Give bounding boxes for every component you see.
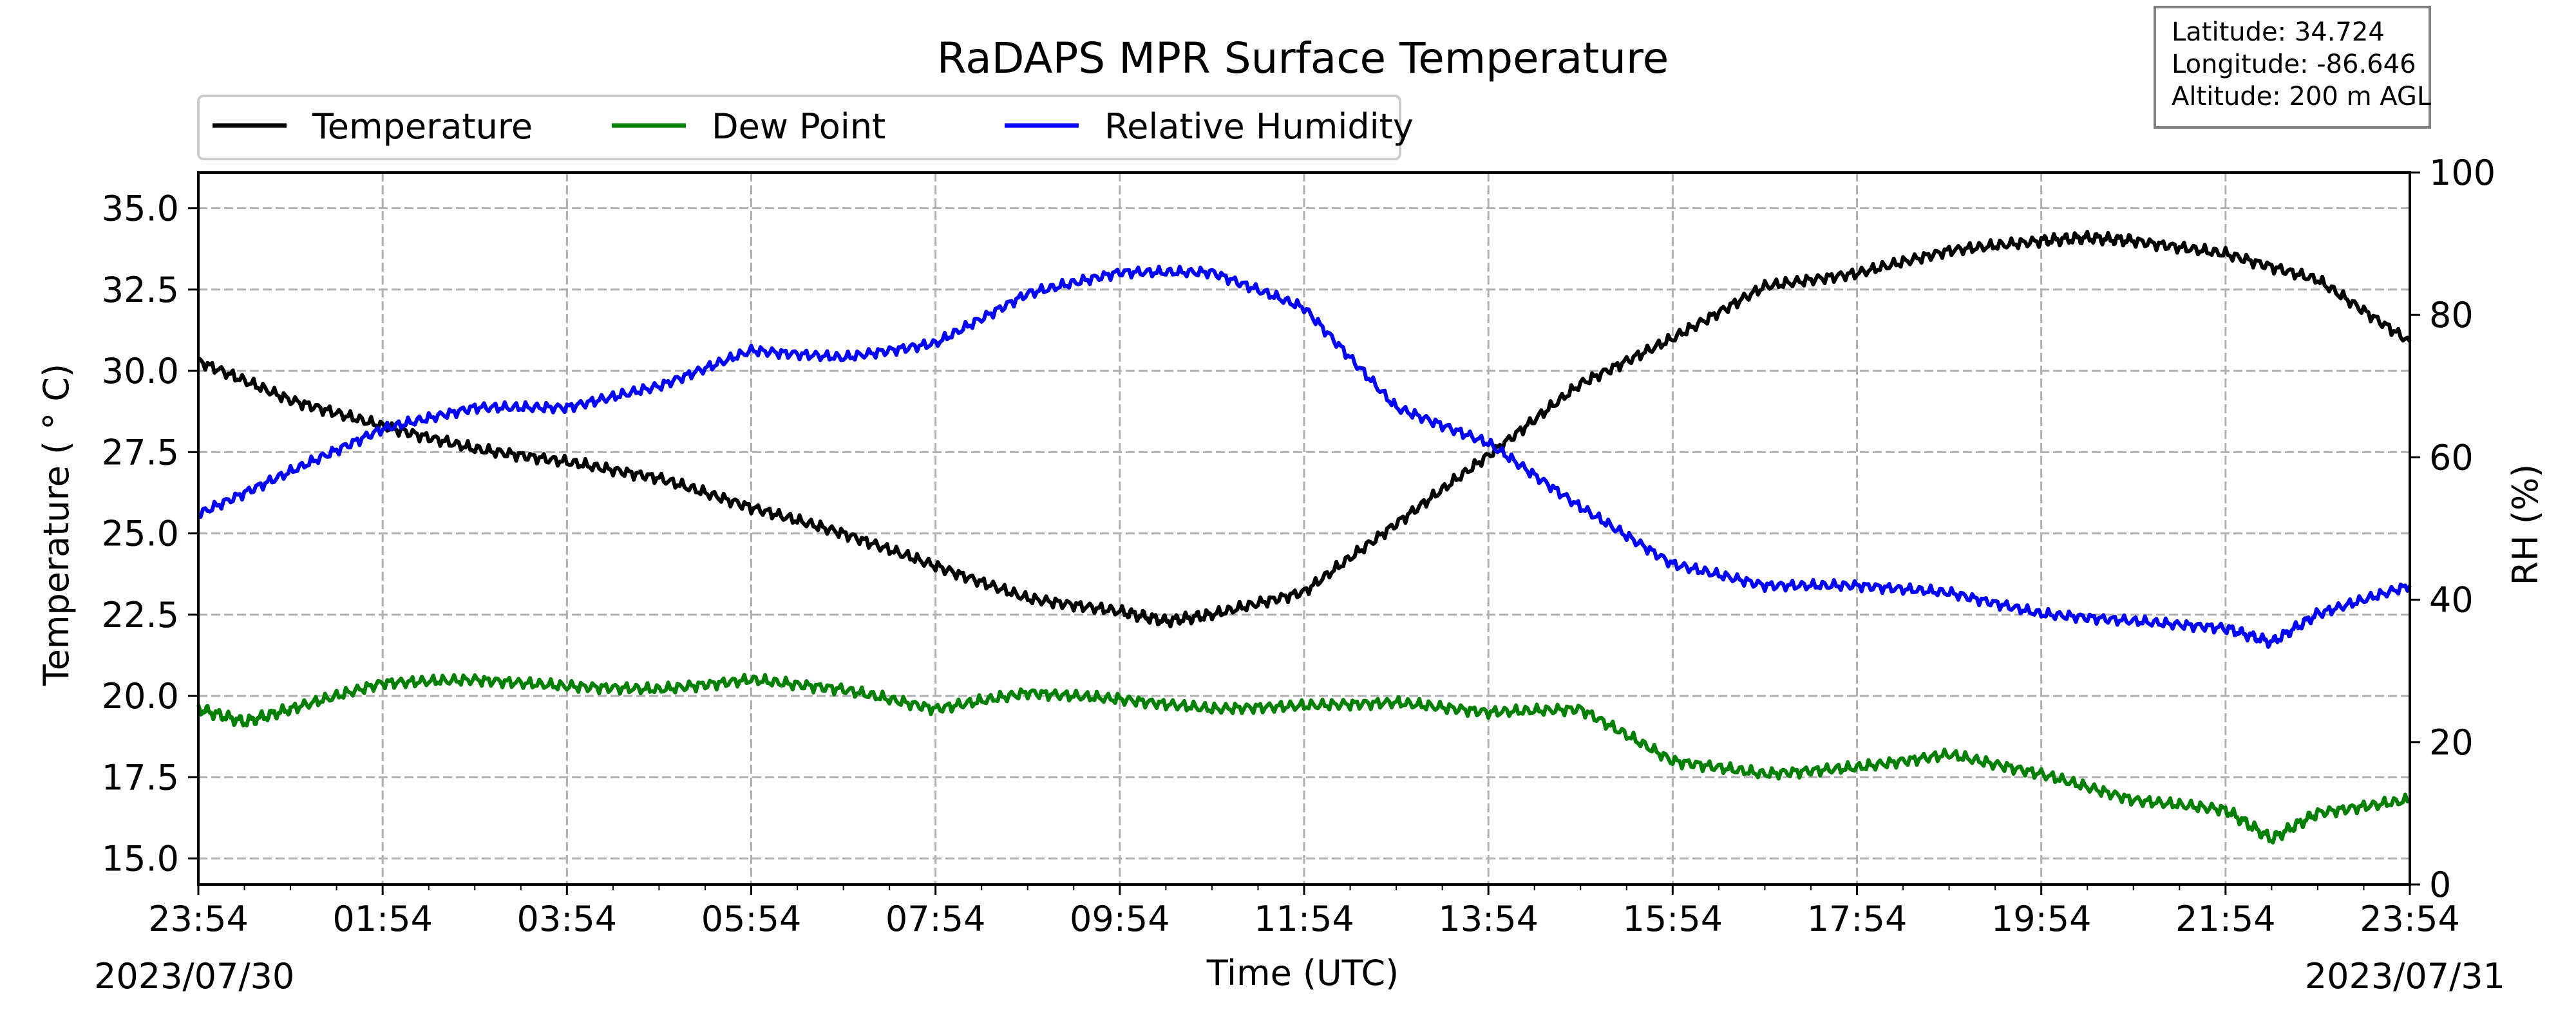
y-left-tick-label: 15.0 — [102, 839, 179, 879]
grid — [197, 173, 2411, 885]
latitude-text: Latitude: 34.724 — [2172, 17, 2385, 47]
series-line-temperature — [197, 229, 2412, 629]
info-box: Latitude: 34.724 Longitude: -86.646 Alti… — [2154, 6, 2432, 129]
x-tick-label: 07:54 — [886, 899, 986, 939]
x-tick-label: 09:54 — [1070, 899, 1170, 939]
y-right-tick-label: 60 — [2429, 437, 2474, 478]
y-right-tick-label: 40 — [2429, 580, 2474, 621]
date-end-label: 2023/07/31 — [2305, 956, 2505, 997]
y-axis-left-label: Temperature ( ° C) — [36, 364, 77, 686]
date-start-label: 2023/07/30 — [94, 956, 294, 997]
series-line-relative-humidity — [197, 265, 2412, 649]
x-tick-label: 05:54 — [701, 899, 802, 939]
legend-box — [197, 95, 1401, 160]
legend: Temperature Dew Point Relative Humidity — [197, 95, 1414, 160]
series-line-dew-point — [196, 673, 2411, 845]
y-left-tick-label: 22.5 — [102, 595, 179, 635]
y-left-tick-label: 30.0 — [102, 351, 179, 391]
x-tick-label: 03:54 — [517, 899, 618, 939]
y-right-tick-label: 20 — [2429, 722, 2474, 763]
chart-title: RaDAPS MPR Surface Temperature — [937, 33, 1669, 83]
x-tick-label: 19:54 — [1991, 899, 2092, 939]
y-left-tick-label: 17.5 — [102, 757, 179, 798]
legend-label: Temperature — [312, 106, 533, 147]
series-layer — [196, 229, 2412, 845]
y-axis-right-label: RH (%) — [2505, 464, 2546, 586]
y-right-tick-label: 80 — [2429, 295, 2474, 335]
x-tick-label: 13:54 — [1438, 899, 1539, 939]
y-left-tick-label: 20.0 — [102, 676, 179, 716]
axes: 23:54 01:54 03:54 05:54 07:54 09:54 11:54 13:54… — [102, 153, 2496, 939]
legend-label: Relative Humidity — [1104, 106, 1414, 147]
y-left-tick-label: 32.5 — [102, 270, 179, 310]
y-right-tick-label: 100 — [2429, 153, 2496, 193]
y-right-tick-label: 0 — [2429, 865, 2451, 905]
x-tick-label: 01:54 — [332, 899, 433, 939]
y-left-tick-label: 25.0 — [102, 514, 179, 554]
x-axis-label: Time (UTC) — [1206, 953, 1399, 993]
x-tick-label: 23:54 — [2360, 899, 2460, 939]
legend-label: Dew Point — [712, 106, 886, 147]
x-tick-label: 23:54 — [148, 899, 249, 939]
y-left-tick-label: 27.5 — [102, 432, 179, 473]
longitude-text: Longitude: -86.646 — [2172, 50, 2416, 79]
altitude-text: Altitude: 200 m AGL — [2172, 82, 2432, 111]
x-tick-label: 11:54 — [1254, 899, 1354, 939]
x-tick-label: 21:54 — [2175, 899, 2276, 939]
x-tick-label: 15:54 — [1623, 899, 1723, 939]
y-left-tick-label: 35.0 — [102, 189, 179, 229]
x-tick-label: 17:54 — [1807, 899, 1908, 939]
